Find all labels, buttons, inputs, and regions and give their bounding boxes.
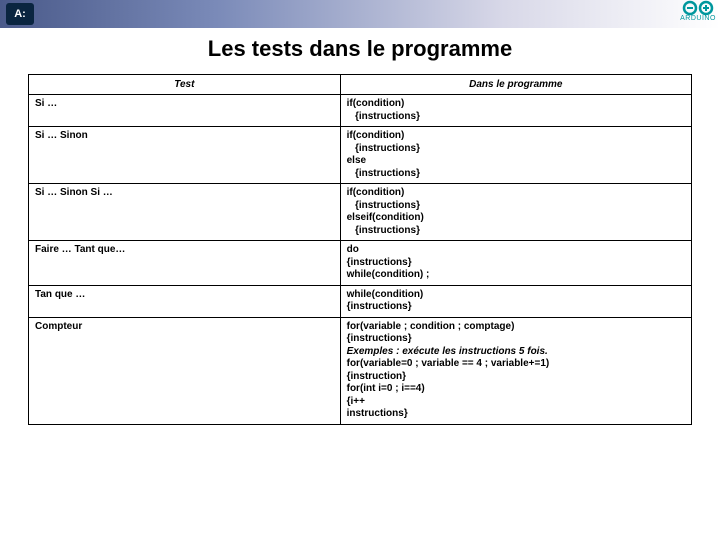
test-cell: Compteur bbox=[29, 317, 341, 424]
program-cell: do{instructions}while(condition) ; bbox=[340, 241, 691, 286]
arduino-label: ARDUINO bbox=[680, 15, 716, 22]
test-cell: Faire … Tant que… bbox=[29, 241, 341, 286]
table-row: Compteurfor(variable ; condition ; compt… bbox=[29, 317, 692, 424]
program-cell: for(variable ; condition ; comptage){ins… bbox=[340, 317, 691, 424]
table-row: Tan que …while(condition){instructions} bbox=[29, 285, 692, 317]
table-row: Si … Sinon Si …if(condition) {instructio… bbox=[29, 184, 692, 241]
program-cell: while(condition){instructions} bbox=[340, 285, 691, 317]
arduino-icon bbox=[680, 0, 716, 16]
test-cell: Si … bbox=[29, 95, 341, 127]
table-row: Si …if(condition) {instructions} bbox=[29, 95, 692, 127]
content-area: Test Dans le programme Si …if(condition)… bbox=[0, 74, 720, 425]
test-cell: Si … Sinon bbox=[29, 127, 341, 184]
test-cell: Si … Sinon Si … bbox=[29, 184, 341, 241]
col-header-program: Dans le programme bbox=[340, 75, 691, 95]
program-cell: if(condition) {instructions}elseif(condi… bbox=[340, 184, 691, 241]
header-bar: A: ARDUINO bbox=[0, 0, 720, 28]
tests-table: Test Dans le programme Si …if(condition)… bbox=[28, 74, 692, 425]
program-cell: if(condition) {instructions} bbox=[340, 95, 691, 127]
program-cell: if(condition) {instructions}else {instru… bbox=[340, 127, 691, 184]
test-cell: Tan que … bbox=[29, 285, 341, 317]
site-logo: A: bbox=[6, 3, 34, 25]
arduino-badge: ARDUINO bbox=[680, 0, 716, 22]
page-title: Les tests dans le programme bbox=[0, 36, 720, 62]
table-row: Faire … Tant que…do{instructions}while(c… bbox=[29, 241, 692, 286]
table-row: Si … Sinonif(condition) {instructions}el… bbox=[29, 127, 692, 184]
col-header-test: Test bbox=[29, 75, 341, 95]
